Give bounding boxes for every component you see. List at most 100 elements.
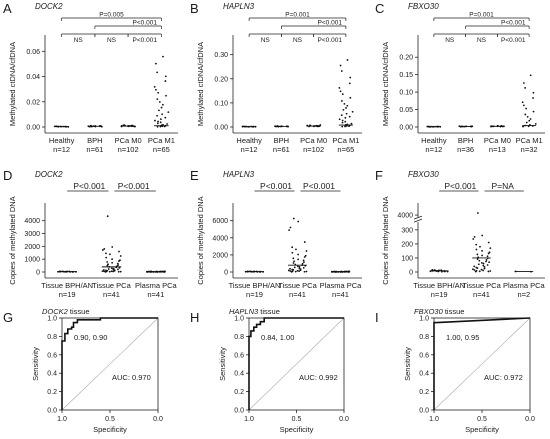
data-point-a	[164, 80, 167, 82]
data-point-f	[482, 262, 485, 265]
y-tick-label-d-4: 4000	[24, 218, 40, 225]
y-tick-label-h-1: 0.2	[234, 389, 244, 396]
y-axis-label-g: Sensitivity	[31, 347, 40, 381]
x-tick-label-d-0: Tissue BPH/AN	[41, 281, 93, 290]
y-tick-label-f-3: 300	[401, 227, 413, 234]
group-n-label-a-2: n=102	[118, 145, 139, 154]
group-n-label-c-3: n=32	[521, 145, 538, 154]
comparison-label-e-0: P<0.001	[260, 181, 292, 191]
data-point-f	[477, 263, 480, 266]
y-axis-label-f: Copies of methylated DNA	[381, 196, 390, 284]
auc-label-i: AUC: 0.972	[484, 373, 523, 382]
x-tick-label-i-0: 1.0	[429, 416, 439, 423]
data-point-b	[341, 121, 344, 124]
y-tick-label-g-0: 0.0	[47, 408, 57, 415]
data-point-e	[289, 226, 292, 229]
data-point-a	[156, 125, 159, 128]
group-n-label-d-1: n=41	[103, 290, 120, 299]
comparison-label-b-4: P<0.001	[318, 37, 343, 44]
y-tick-label-i-0: 0.0	[419, 408, 429, 415]
y-tick-label-i-1: 0.2	[419, 389, 429, 396]
data-point-c	[532, 91, 535, 94]
group-n-label-e-1: n=41	[289, 290, 306, 299]
y-tick-label-f-1: 100	[401, 255, 413, 262]
y-tick-label-f-0: 0	[409, 270, 413, 277]
data-point-b	[349, 76, 352, 79]
y-tick-label-b-2: 0.20	[214, 76, 228, 83]
y-tick-label-h-3: 0.6	[234, 352, 244, 359]
comparison-label-f-0: P<0.001	[444, 181, 476, 191]
x-tick-label-c-1: BPH	[458, 136, 473, 145]
data-point-b	[341, 100, 343, 102]
group-n-label-b-3: n=65	[337, 145, 354, 154]
comparison-label-b-0: P=0.001	[285, 12, 310, 19]
y-tick-label-e-1: 2000	[212, 252, 228, 259]
group-n-label-a-1: n=61	[86, 145, 103, 154]
comparison-label-a-4: P<0.001	[133, 37, 158, 44]
comparison-label-a-3: NS	[107, 37, 117, 44]
data-point-e	[289, 267, 291, 270]
data-point-f	[475, 248, 478, 251]
data-point-b	[341, 125, 344, 128]
y-tick-label-a-1: 0.02	[26, 99, 40, 106]
y-tick-label-c-0: 0.00	[399, 125, 413, 132]
data-point-e	[303, 256, 306, 258]
roc-curve-g	[61, 317, 158, 410]
data-point-d	[105, 256, 108, 259]
x-tick-label-e-0: Tissue BPH/AN	[229, 281, 281, 290]
data-point-a	[157, 120, 159, 123]
y-axis-label-b: Methylated ctDNA/cfDNA	[196, 42, 205, 126]
group-n-label-c-2: n=13	[489, 145, 506, 154]
y-tick-label-b-3: 0.30	[214, 52, 228, 59]
x-tick-label-g-0: 1.0	[57, 416, 67, 423]
comparison-label-d-1: P<0.001	[118, 181, 150, 191]
data-point-f	[489, 247, 492, 250]
y-axis-label-d: Copies of methylated DNA	[8, 196, 17, 284]
roc-curve-h	[248, 317, 344, 410]
data-point-d	[119, 255, 122, 257]
y-tick-label-d-0: 0	[36, 270, 40, 277]
comparison-label-f-1: P=NA	[491, 181, 514, 191]
axis-break-mark-f	[413, 218, 423, 223]
data-point-a	[154, 119, 156, 122]
comparison-label-e-1: P<0.001	[303, 181, 335, 191]
x-tick-label-b-3: PCa M1	[332, 136, 359, 145]
group-n-label-f-1: n=41	[473, 290, 490, 299]
data-point-d	[112, 270, 115, 273]
data-point-e	[296, 265, 299, 268]
x-tick-label-a-3: PCa M1	[148, 136, 175, 145]
data-point-f	[487, 252, 490, 255]
group-n-label-a-0: n=12	[53, 145, 70, 154]
y-axis-label-h: Sensitivity	[218, 347, 227, 381]
data-point-d	[111, 258, 114, 261]
y-tick-label-a-0: 0.00	[26, 125, 40, 132]
data-point-b	[342, 108, 345, 111]
comparison-label-b-2: NS	[261, 37, 271, 44]
data-point-e	[293, 260, 296, 263]
data-point-f	[472, 268, 474, 271]
data-point-e	[299, 269, 302, 272]
data-point-d	[117, 264, 120, 266]
data-point-d	[118, 250, 120, 253]
data-point-d	[106, 264, 109, 267]
y-tick-label-h-0: 0.0	[234, 408, 244, 415]
data-point-d	[113, 270, 116, 272]
x-axis-label-h: Specificity	[280, 425, 314, 434]
data-point-d	[101, 249, 104, 251]
data-point-d	[103, 248, 106, 250]
data-point-f	[480, 268, 483, 271]
group-n-label-c-1: n=36	[457, 145, 474, 154]
data-point-e	[292, 257, 295, 260]
data-point-f	[489, 270, 492, 272]
data-point-d	[108, 270, 111, 273]
data-point-a	[157, 91, 160, 94]
data-point-a	[160, 106, 163, 109]
data-point-e	[305, 270, 308, 273]
panel-letter-h: H	[190, 310, 199, 325]
group-n-label-d-2: n=41	[147, 290, 164, 299]
data-point-d	[116, 262, 119, 265]
x-tick-label-b-0: Healthy	[236, 136, 262, 145]
data-point-a	[159, 121, 162, 124]
comparison-label-a-1: P<0.001	[133, 20, 158, 27]
group-n-label-f-2: n=2	[517, 290, 530, 299]
